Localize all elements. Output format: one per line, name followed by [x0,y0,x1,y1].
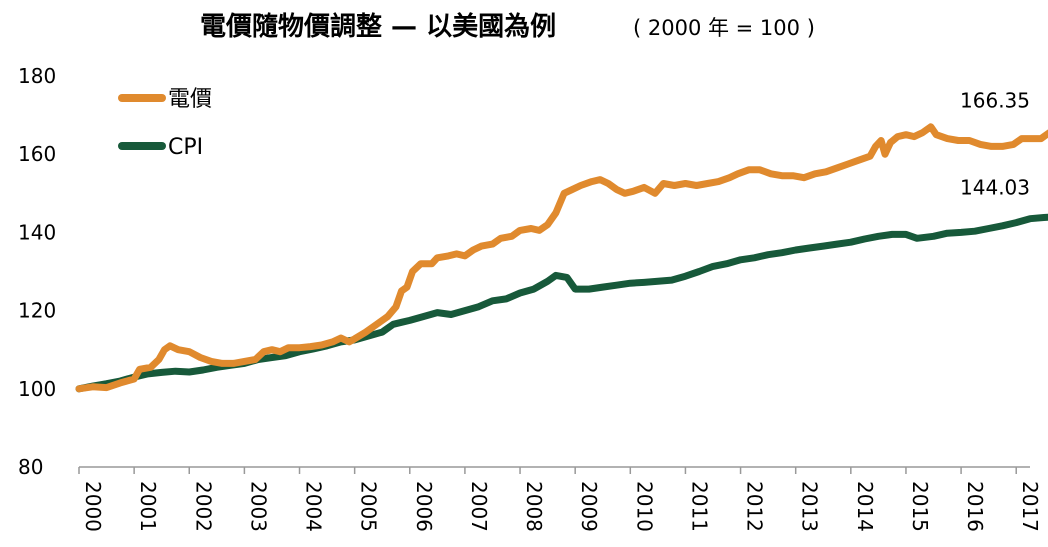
x-tick-label: 2013 [798,481,822,532]
legend-label: CPI [168,135,203,160]
x-axis: 2000 2001 2002 2003 2004 2005 2006 2007 2008 2009… [78,466,1042,532]
y-tick-label: 140 [18,220,56,244]
x-tick-label: 2005 [357,481,381,532]
chart-title: 電價隨物價調整 — 以美國為例 ( 2000 年 = 100 ) [200,11,815,42]
chart-title-main: 電價隨物價調整 — 以美國為例 [200,11,556,42]
y-tick-label: 120 [18,299,56,323]
legend: 電價 CPI [118,87,212,160]
x-tick-label: 2011 [687,481,711,532]
y-tick-label: 160 [18,142,56,166]
x-tick-label: 2012 [743,481,767,532]
legend-label: 電價 [168,87,212,112]
x-tick-label: 2017 [1018,481,1042,532]
x-tick-label: 2015 [908,481,932,532]
x-tick-label: 2003 [246,481,270,532]
x-tick-label: 2008 [522,481,546,532]
y-axis: 80 100 120 140 160 180 [18,64,56,479]
series-layer [75,123,1048,393]
x-tick-label: 2010 [632,481,656,532]
end-value-label: 166.35 [960,88,1030,112]
chart-subtitle: ( 2000 年 = 100 ) [633,16,815,40]
end-value-label: 144.03 [960,176,1030,200]
y-tick-label: 100 [18,377,56,401]
series-line-electricity [75,123,1048,393]
end-labels: 166.35 144.03 [960,88,1030,199]
x-tick-label: 2006 [412,481,436,532]
x-tick-label: 2007 [467,481,491,532]
x-tick-label: 2001 [136,481,160,532]
x-tick-label: 2000 [81,481,105,532]
x-tick-label: 2002 [191,481,215,532]
y-tick-label: 180 [18,64,56,88]
x-tick-label: 2016 [963,481,987,532]
x-tick-label: 2004 [302,481,326,532]
x-tick-label: 2014 [853,481,877,532]
y-tick-label: 80 [18,455,43,479]
x-tick-label: 2009 [577,481,601,532]
